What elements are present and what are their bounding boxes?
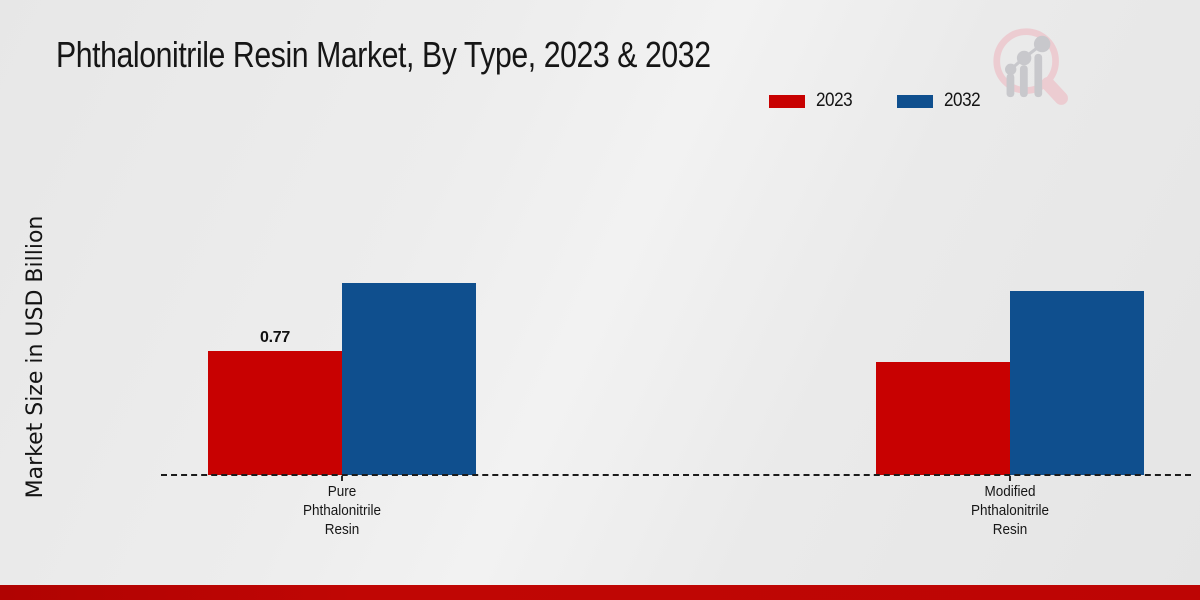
logo-bar-small — [1006, 73, 1015, 98]
logo-dot-large — [1033, 35, 1051, 53]
x-axis-tick — [341, 476, 343, 481]
y-axis-title: Market Size in USD Billion — [23, 215, 48, 499]
legend-item-2032: 2032 — [896, 90, 984, 112]
legend-swatch-2023 — [769, 94, 806, 108]
x-axis-line — [161, 474, 1191, 476]
bar-2032-modified — [1010, 291, 1144, 475]
category-label-line: Resin — [992, 521, 1028, 538]
logo-dot-medium — [1016, 50, 1032, 66]
logo-bar-medium — [1019, 65, 1028, 98]
legend-label-2023: 2023 — [816, 90, 853, 111]
x-axis-tick — [1009, 476, 1011, 481]
category-label-pure: Pure Phthalonitrile Resin — [243, 482, 441, 539]
bar-2032-pure — [342, 283, 476, 475]
category-label-line: Modified — [984, 483, 1036, 500]
category-label-line: Resin — [324, 521, 360, 538]
chart-title: Phthalonitrile Resin Market, By Type, 20… — [56, 34, 711, 75]
legend: 2023 2032 — [769, 90, 984, 112]
legend-item-2023: 2023 — [769, 90, 856, 112]
legend-label-2032: 2032 — [943, 90, 981, 111]
legend-swatch-2032 — [896, 94, 933, 108]
bottom-red-bar — [0, 585, 1200, 600]
magnifier-handle — [1041, 77, 1068, 105]
bar-2023-pure — [208, 351, 342, 475]
category-label-line: Phthalonitrile — [302, 502, 382, 519]
market-research-magnifier-logo — [993, 28, 1068, 105]
logo-dot-small — [1005, 63, 1017, 75]
category-label-line: Pure — [327, 483, 357, 500]
category-label-modified: Modified Phthalonitrile Resin — [911, 482, 1109, 539]
logo-bar-tall — [1034, 53, 1043, 98]
category-label-line: Phthalonitrile — [970, 502, 1050, 519]
bar-value-label: 0.77 — [260, 329, 290, 346]
bar-2023-modified — [876, 362, 1010, 475]
